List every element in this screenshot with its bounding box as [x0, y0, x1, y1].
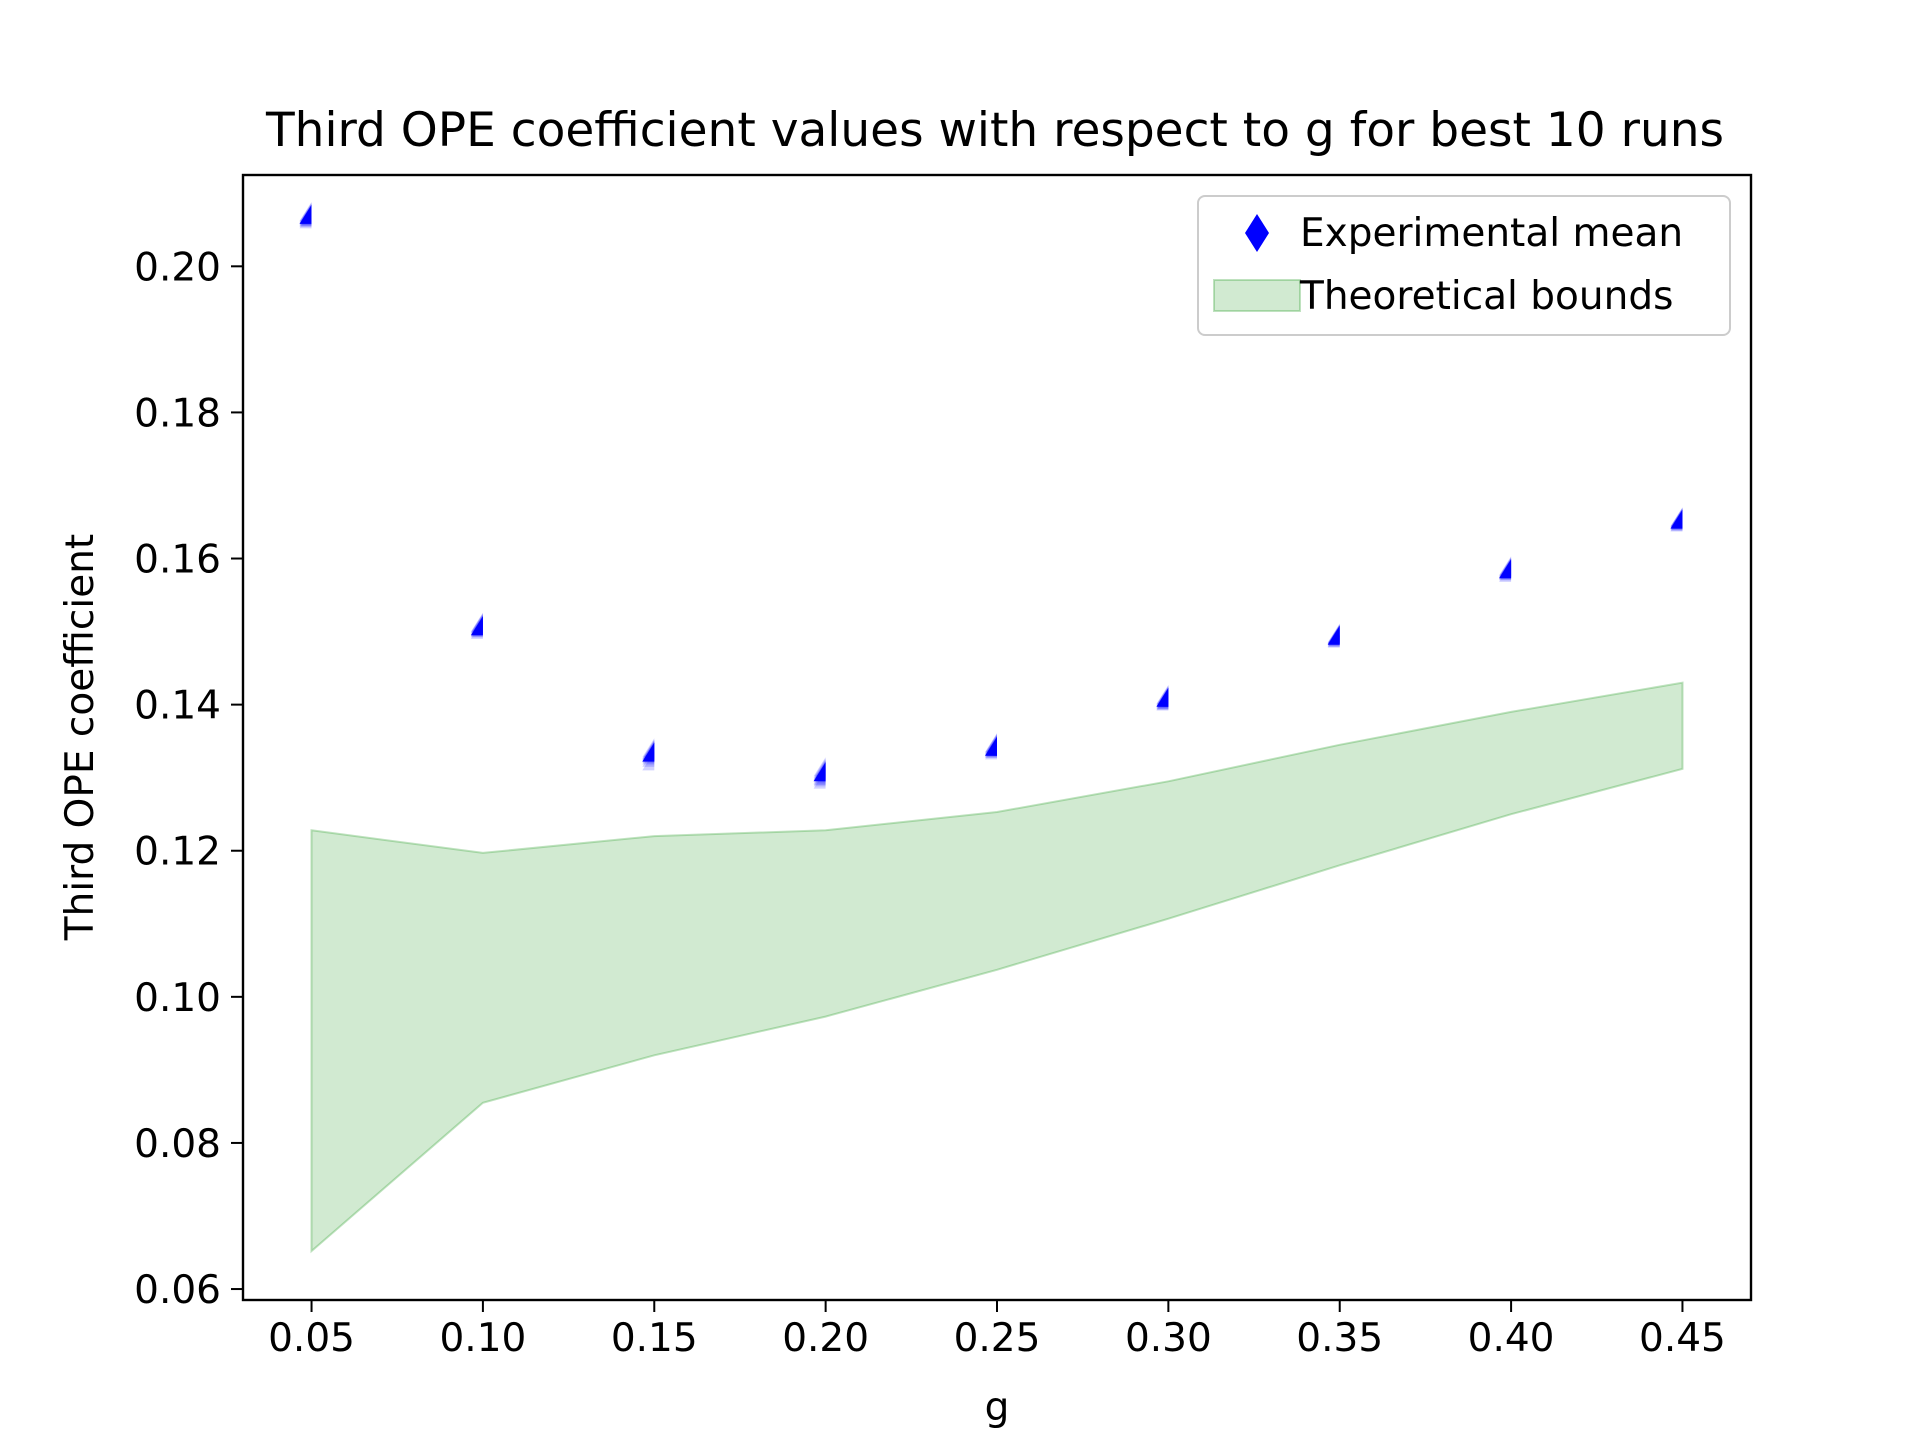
- legend-diamond-marker: [1245, 214, 1269, 252]
- legend-frame: [1197, 195, 1731, 336]
- legend: Experimental mean Theoretical bounds: [1197, 195, 1731, 336]
- y-tick-label: 0.16: [134, 538, 221, 583]
- x-tick-label: 0.30: [1125, 1316, 1212, 1361]
- x-axis: 0.05 0.10 0.15 0.20 0.25 0.30 0.35 0.40 0.45: [268, 1300, 1726, 1361]
- mean-marker: [1499, 559, 1512, 579]
- theoretical-bounds-layer: [310, 681, 1684, 1254]
- y-tick-label: 0.06: [134, 1268, 221, 1313]
- y-axis-label: Third OPE coefficient: [58, 534, 103, 941]
- mean-marker: [299, 204, 312, 224]
- y-tick-label: 0.12: [134, 830, 221, 875]
- chart-title: Third OPE coefficient values with respec…: [265, 103, 1724, 158]
- data-point-g-0.05: [299, 202, 312, 229]
- data-point-g-0.20: [813, 757, 826, 789]
- y-tick-label: 0.18: [134, 391, 221, 436]
- mean-marker: [813, 762, 826, 782]
- y-tick-label: 0.14: [134, 684, 221, 729]
- legend-label-experimental-mean: Experimental mean: [1300, 211, 1683, 256]
- y-tick-label: 0.10: [134, 976, 221, 1021]
- data-point-g-0.45: [1670, 507, 1683, 532]
- y-tick-label: 0.08: [134, 1122, 221, 1167]
- x-tick-label: 0.20: [782, 1316, 869, 1361]
- mean-marker: [1670, 509, 1683, 529]
- x-axis-label: g: [985, 1385, 1010, 1430]
- legend-label-theoretical-bounds: Theoretical bounds: [1299, 274, 1673, 319]
- theoretical-bounds-area: [310, 681, 1684, 1254]
- experimental-points-layer: [299, 202, 1683, 789]
- x-tick-label: 0.10: [439, 1316, 526, 1361]
- x-tick-label: 0.05: [268, 1316, 355, 1361]
- mean-marker: [1327, 625, 1340, 645]
- data-point-g-0.40: [1499, 556, 1512, 582]
- y-axis: 0.06 0.08 0.10 0.12 0.14 0.16 0.18 0.20: [134, 245, 243, 1313]
- mean-marker: [985, 736, 998, 756]
- y-tick-label: 0.20: [134, 245, 221, 290]
- data-point-g-0.10: [470, 612, 483, 639]
- mean-marker: [470, 616, 483, 636]
- x-tick-label: 0.15: [611, 1316, 698, 1361]
- data-point-g-0.15: [642, 738, 655, 771]
- x-tick-label: 0.25: [954, 1316, 1041, 1361]
- mean-marker: [642, 742, 655, 762]
- mean-marker: [1156, 687, 1169, 707]
- x-tick-label: 0.40: [1468, 1316, 1555, 1361]
- legend-swatch-theoretical-bounds: [1213, 279, 1301, 312]
- data-point-g-0.30: [1156, 684, 1169, 711]
- data-point-g-0.35: [1327, 623, 1340, 648]
- data-point-g-0.25: [985, 733, 998, 760]
- x-tick-label: 0.35: [1296, 1316, 1383, 1361]
- x-tick-label: 0.45: [1639, 1316, 1726, 1361]
